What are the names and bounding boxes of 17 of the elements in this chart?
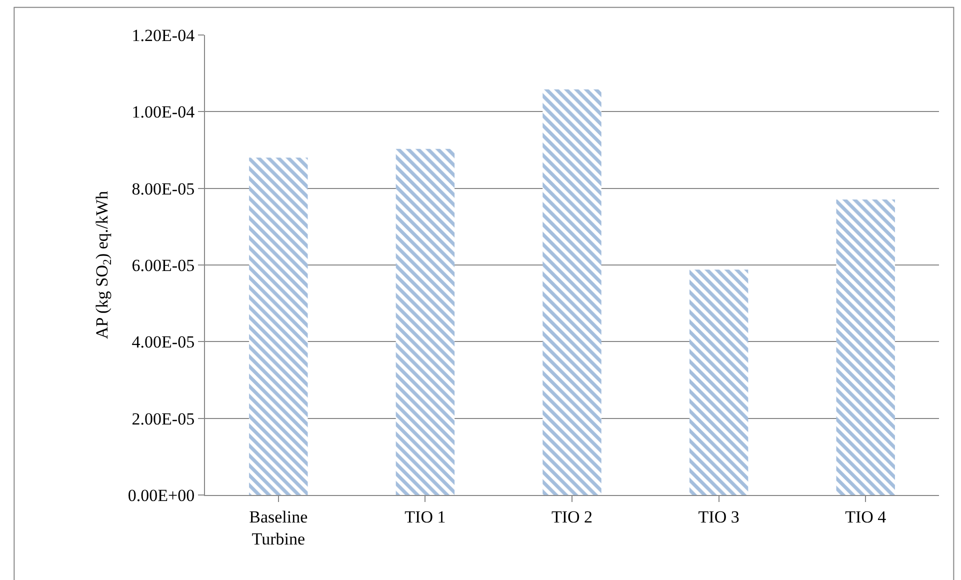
x-tick-label: Baseline Turbine (249, 507, 308, 548)
x-tick-label: TIO 2 (551, 507, 593, 526)
y-tick-label: 1.20E-04 (132, 26, 196, 45)
y-tick-label: 1.00E-04 (132, 102, 196, 122)
x-tick-label: TIO 4 (845, 507, 887, 526)
x-tick-label: TIO 1 (404, 507, 446, 526)
y-tick-label: 6.00E-05 (132, 256, 195, 275)
y-tick-label: 0.00E+00 (128, 486, 195, 505)
y-tick-label: 4.00E-05 (132, 332, 195, 352)
bar (396, 148, 455, 495)
bar (249, 158, 308, 495)
x-tick-label: TIO 3 (698, 507, 740, 526)
bar (836, 199, 895, 495)
bar (689, 270, 748, 495)
y-tick-label: 8.00E-05 (132, 179, 195, 198)
bar (542, 89, 602, 495)
y-tick-label: 2.00E-05 (132, 409, 195, 428)
